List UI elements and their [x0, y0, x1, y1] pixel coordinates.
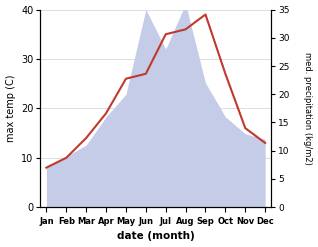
Y-axis label: max temp (C): max temp (C)	[5, 75, 16, 142]
Y-axis label: med. precipitation (kg/m2): med. precipitation (kg/m2)	[303, 52, 313, 165]
X-axis label: date (month): date (month)	[117, 231, 195, 242]
